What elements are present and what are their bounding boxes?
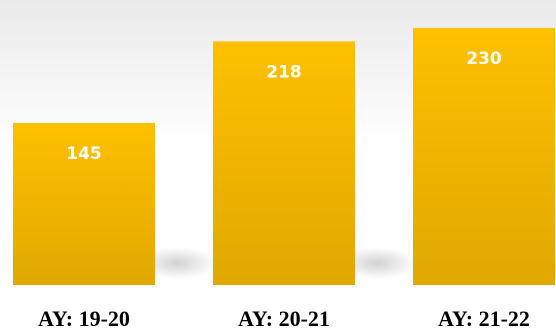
category-label: AY: 19-20: [38, 306, 130, 331]
data-labels-group: 145 218 230: [66, 49, 502, 164]
bar: [213, 41, 355, 286]
bar-shadow: [137, 247, 217, 279]
category-label: AY: 20-21: [238, 306, 330, 331]
bar: [13, 122, 155, 285]
bar-shadow: [337, 247, 417, 279]
bar-shadows: [137, 247, 556, 279]
category-label: AY: 21-22: [438, 306, 530, 331]
category-labels-group: AY: 19-20 AY: 20-21 AY: 21-22: [38, 306, 530, 331]
bar-value-label: 145: [66, 144, 102, 164]
bar-value-label: 218: [266, 62, 302, 82]
bars-group: [13, 27, 555, 286]
bar-value-label: 230: [466, 49, 502, 69]
bar: [413, 27, 555, 286]
